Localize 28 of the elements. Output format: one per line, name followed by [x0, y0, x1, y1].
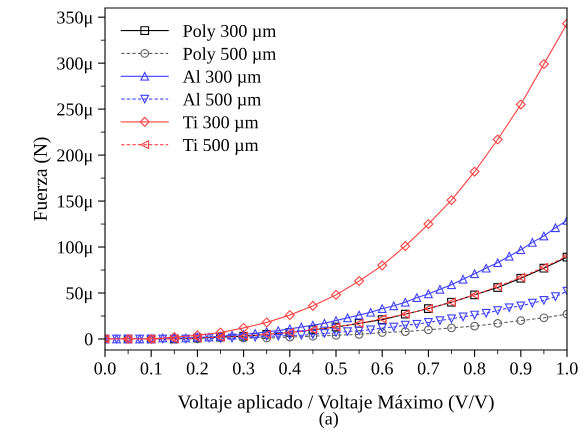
x-tick-label: 0.3 [233, 362, 254, 375]
legend-label: Poly 500 µm [183, 47, 276, 64]
x-tick-label: 0.8 [464, 362, 486, 375]
legend-label: Ti 300 µm [182, 116, 258, 132]
x-tick-label: 0.6 [372, 362, 393, 375]
y-tick-label: 350μ [57, 11, 92, 28]
x-tick-label: 0.2 [186, 362, 208, 375]
x-tick-label: 0.7 [418, 362, 440, 375]
y-tick-label: 0 [84, 333, 93, 346]
x-tick-label: 0.1 [140, 362, 162, 375]
y-tick-label: 150μ [58, 195, 92, 212]
legend-label: Al 300 µm [182, 70, 261, 86]
text: (a) [319, 412, 338, 428]
y-tick-label: 100μ [58, 241, 92, 258]
x-tick-label: 0.0 [94, 362, 116, 375]
legend-label: Poly 300 µm [183, 24, 276, 41]
legend-label: Ti 500 µm [182, 139, 258, 155]
x-tick-label: 1.0 [557, 362, 578, 375]
y-axis-title: Fuerza (N) [33, 137, 51, 221]
x-tick-label: 0.5 [325, 362, 347, 375]
x-tick-label: 0.4 [279, 362, 301, 375]
y-tick-label: 200μ [57, 149, 92, 166]
y-tick-label: 50μ [66, 287, 92, 304]
legend-label: Al 500 µm [182, 92, 261, 110]
x-tick-label: 0.9 [510, 362, 532, 375]
y-tick-label: 300μ [57, 57, 92, 74]
y-tick-label: 250μ [57, 103, 92, 120]
x-axis-title: Voltaje aplicado / Voltaje Máximo (V/V) [178, 394, 494, 413]
